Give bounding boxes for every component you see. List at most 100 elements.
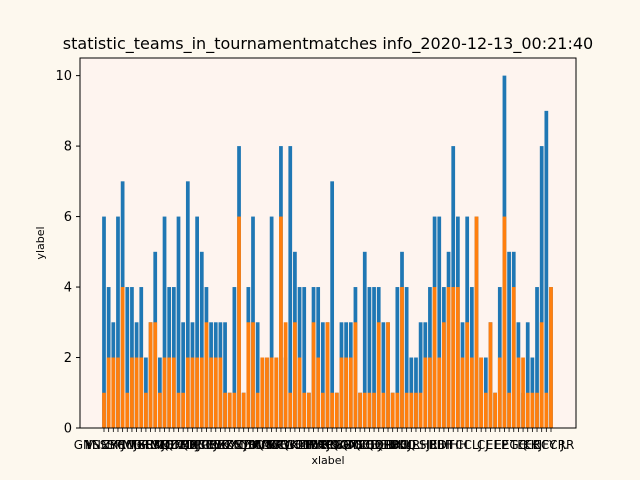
bar-s1-49 xyxy=(330,181,335,428)
bar-s2-22 xyxy=(204,322,209,428)
bar-s2-2 xyxy=(111,357,116,428)
bar-s2-49 xyxy=(330,392,335,428)
x-category-label: YCCKCC xyxy=(245,438,293,452)
bar-s1-78 xyxy=(465,216,470,428)
bar-s2-14 xyxy=(167,357,172,428)
bar-s1-56 xyxy=(362,251,367,428)
bar-s2-25 xyxy=(218,357,223,428)
bar-s2-24 xyxy=(213,357,218,428)
bar-s2-13 xyxy=(162,357,167,428)
bar-s2-16 xyxy=(176,392,181,428)
bar-s2-1 xyxy=(106,357,111,428)
x-category-label: AAALLXFR xyxy=(253,438,315,452)
bar-s1-3 xyxy=(116,216,120,428)
bar-s2-46 xyxy=(316,357,321,428)
x-category-label: EEGQ xyxy=(494,438,528,452)
bar-s2-60 xyxy=(381,392,386,428)
x-category-label: SEEKEPBBJ xyxy=(152,438,217,452)
x-category-label: FFHKJDF xyxy=(131,438,181,452)
bar-s2-59 xyxy=(376,322,381,428)
bar-s1-58 xyxy=(372,287,376,428)
bar-s2-68 xyxy=(418,392,423,428)
y-tick-label: 6 xyxy=(64,210,72,225)
bar-s1-21 xyxy=(199,251,204,428)
x-category-label: GNNNY J xyxy=(74,438,125,452)
bar-s2-96 xyxy=(549,287,553,428)
bar-s2-17 xyxy=(181,392,186,428)
bar-s2-83 xyxy=(488,322,493,428)
x-category-label: NRWEEBCCCRT xyxy=(266,438,358,452)
x-category-label: EEP xyxy=(486,438,508,452)
bar-s2-67 xyxy=(414,392,418,428)
bar-s1-17 xyxy=(181,322,186,428)
x-category-label: K xyxy=(252,438,261,452)
bar-s2-61 xyxy=(386,322,390,428)
x-category-label: RHHRHR xyxy=(386,438,438,452)
bar-s2-75 xyxy=(451,287,456,428)
x-category-label: HHH xyxy=(441,438,468,452)
x-category-label: RRMGRMQ xyxy=(110,438,174,452)
bar-s1-65 xyxy=(404,287,409,428)
y-axis-ticks: 0 2 4 6 8 10 xyxy=(55,69,80,437)
bar-s2-88 xyxy=(511,287,516,428)
bar-s2-41 xyxy=(293,322,297,428)
bar-s1-16 xyxy=(176,216,181,428)
x-category-label: CCLJ xyxy=(455,438,482,452)
bar-s2-71 xyxy=(432,287,437,428)
bar-s2-32 xyxy=(251,322,255,428)
bar-s2-12 xyxy=(158,392,162,428)
bar-s2-18 xyxy=(185,357,190,428)
bar-s1-60 xyxy=(381,322,386,428)
bar-s2-79 xyxy=(469,357,474,428)
x-category-label: TEER xyxy=(509,438,541,452)
bar-s2-69 xyxy=(423,357,428,428)
bar-s2-64 xyxy=(400,287,404,428)
bar-s1-87 xyxy=(507,251,511,428)
x-category-label: CJ xyxy=(477,438,489,452)
chart-title: statistic_teams_in_tournamentmatches inf… xyxy=(63,34,593,54)
bar-s1-57 xyxy=(367,287,372,428)
bar-s2-27 xyxy=(227,392,232,428)
x-category-label: J. xyxy=(560,438,568,452)
bar-s2-40 xyxy=(288,392,293,428)
bar-s2-37 xyxy=(274,357,279,428)
bar-s2-33 xyxy=(255,392,260,428)
bar-s1-26 xyxy=(223,322,227,428)
bar-s2-28 xyxy=(232,392,237,428)
bar-s2-9 xyxy=(144,392,148,428)
bar-s2-77 xyxy=(460,357,465,428)
bar-s1-40 xyxy=(288,146,293,428)
bar-s2-31 xyxy=(246,322,251,428)
bar-s2-50 xyxy=(334,392,339,428)
x-category-label: FQQRRC xyxy=(358,438,408,452)
bar-s2-7 xyxy=(134,357,139,428)
bar-s2-91 xyxy=(525,392,530,428)
bar-s2-82 xyxy=(483,392,488,428)
x-category-label: PPBBZMEMMBB xyxy=(194,438,288,452)
bar-s2-8 xyxy=(139,357,144,428)
bar-s2-35 xyxy=(265,357,269,428)
bar-s1-93 xyxy=(535,287,539,428)
y-tick-label: 2 xyxy=(64,351,72,366)
bar-s2-57 xyxy=(367,392,372,428)
x-category-label: PBBJ xyxy=(384,438,411,452)
bar-s2-81 xyxy=(479,357,484,428)
x-category-label: M xyxy=(85,438,95,452)
bar-s2-6 xyxy=(130,357,134,428)
x-category-label: YRKKDCCDEB xyxy=(313,438,396,452)
x-category-label: OOQBBCBBXQSQ xyxy=(161,438,265,452)
x-category-label: KQQMEBBLDEQ xyxy=(322,438,416,452)
bar-s2-65 xyxy=(404,392,409,428)
bar-s2-10 xyxy=(148,322,153,428)
x-category-label: RRJOKKKSYUVK xyxy=(181,438,275,452)
bar-s2-0 xyxy=(102,392,106,428)
bar-s2-29 xyxy=(237,216,241,428)
bar-s1-95 xyxy=(544,110,549,429)
x-category-label: HRRRGGQBBJ xyxy=(300,438,382,452)
bar-s1-18 xyxy=(185,181,190,428)
bar-s1-32 xyxy=(251,216,255,428)
bar-s1-68 xyxy=(418,322,423,428)
y-axis-label: ylabel xyxy=(34,226,47,259)
bar-s1-43 xyxy=(302,287,307,428)
